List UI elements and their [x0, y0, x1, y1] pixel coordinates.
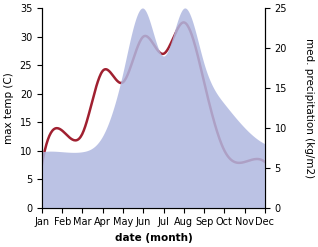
Y-axis label: med. precipitation (kg/m2): med. precipitation (kg/m2): [304, 38, 314, 178]
Y-axis label: max temp (C): max temp (C): [4, 72, 14, 144]
X-axis label: date (month): date (month): [114, 233, 192, 243]
